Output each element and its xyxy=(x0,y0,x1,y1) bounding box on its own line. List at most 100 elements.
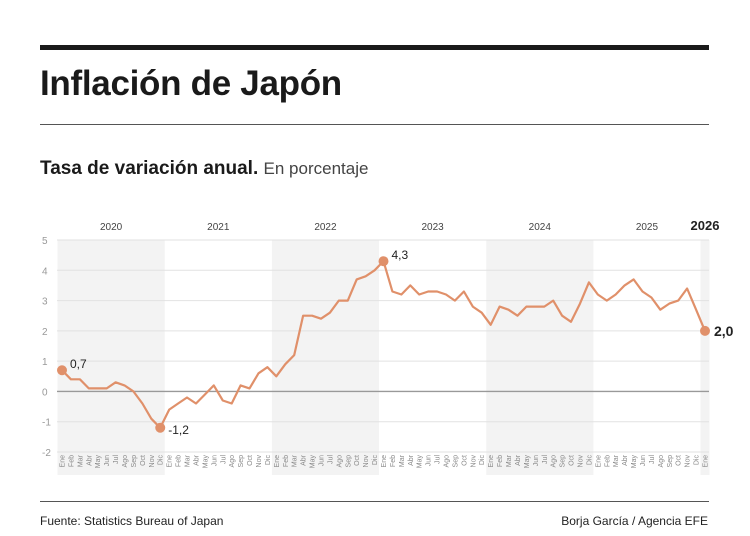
month-tick-label: Jul xyxy=(435,455,442,464)
subtitle-main: Tasa de variación anual. xyxy=(40,158,259,179)
month-tick-label: Ene xyxy=(60,455,67,468)
month-tick-label: Ago xyxy=(336,455,343,468)
year-label: 2024 xyxy=(529,222,552,233)
year-band xyxy=(700,240,710,475)
month-tick-label: May xyxy=(631,455,638,469)
month-tick-label: Abr xyxy=(622,454,629,466)
month-tick-label: Ene xyxy=(595,455,602,468)
month-tick-label: Abr xyxy=(193,454,200,466)
month-tick-label: May xyxy=(310,455,317,469)
month-tick-label: Feb xyxy=(604,455,611,467)
month-tick-label: May xyxy=(417,455,424,469)
month-tick-label: Abr xyxy=(408,454,415,466)
month-tick-label: Mar xyxy=(77,454,84,467)
month-tick-label: Sep xyxy=(345,455,352,468)
month-tick-label: May xyxy=(202,455,209,469)
month-tick-label: Sep xyxy=(667,455,674,468)
month-tick-label: Jun xyxy=(426,455,433,466)
month-tick-label: Ago xyxy=(229,455,236,468)
month-tick-label: Dic xyxy=(158,455,165,466)
month-tick-label: Oct xyxy=(247,455,254,466)
month-tick-label: Feb xyxy=(283,455,290,467)
highlight-point xyxy=(155,422,166,433)
month-tick-label: Mar xyxy=(613,454,620,467)
month-tick-label: Ene xyxy=(488,455,495,468)
month-tick-label: Ago xyxy=(444,455,451,468)
line-chart: 2020 2021 2022 2023 2024 2025 2026 5 4 3 2 1 0 -1 -2 En… xyxy=(42,218,734,475)
month-tick-label: Ago xyxy=(122,455,129,468)
month-tick-label: Feb xyxy=(497,455,504,467)
year-label: 2022 xyxy=(314,222,337,233)
year-band xyxy=(57,240,165,475)
month-tick-label: Jul xyxy=(542,455,549,464)
month-tick-label: Abr xyxy=(515,454,522,466)
y-tick-label: 2 xyxy=(42,327,48,338)
month-tick-label: Nov xyxy=(363,455,370,468)
subtitle-unit: En porcentaje xyxy=(263,159,369,178)
y-tick-label: 0 xyxy=(42,387,48,398)
month-tick-label: Ene xyxy=(381,455,388,468)
month-tick-label: Oct xyxy=(461,455,468,466)
month-tick-label: Jun xyxy=(211,455,218,466)
y-tick-label: 1 xyxy=(42,357,48,368)
month-tick-label: Abr xyxy=(301,454,308,466)
month-tick-label: Sep xyxy=(131,455,138,468)
month-tick-label: Oct xyxy=(676,455,683,466)
month-tick-label: Jul xyxy=(220,455,227,464)
subtitle: Tasa de variación anual. En porcentaje xyxy=(40,158,368,180)
year-band xyxy=(271,240,380,475)
month-tick-label: Dic xyxy=(586,455,593,466)
month-tick-label: Nov xyxy=(577,455,584,468)
month-tick-label: Sep xyxy=(452,455,459,468)
credit-note: Borja García / Agencia EFE xyxy=(561,514,708,528)
month-tick-label: May xyxy=(524,455,531,469)
month-tick-label: Jun xyxy=(640,455,647,466)
month-tick-label: Nov xyxy=(256,455,263,468)
month-tick-label: Nov xyxy=(685,455,692,468)
month-tick-label: Ago xyxy=(658,455,665,468)
month-tick-label: Mar xyxy=(399,454,406,467)
month-tick-label: Jul xyxy=(327,455,334,464)
month-tick-label: Nov xyxy=(149,455,156,468)
month-tick-label: Jun xyxy=(318,455,325,466)
year-label: 2023 xyxy=(421,222,444,233)
divider xyxy=(40,124,709,125)
month-tick-label: Ene xyxy=(274,455,281,468)
month-tick-label: Jun xyxy=(533,455,540,466)
month-tick-label: Sep xyxy=(238,455,245,468)
year-label: 2025 xyxy=(636,222,659,233)
y-tick-label: 5 xyxy=(42,236,48,247)
y-tick-label: -2 xyxy=(42,448,51,459)
month-tick-label: Mar xyxy=(292,454,299,467)
month-tick-label: Mar xyxy=(185,454,192,467)
month-tick-label: Oct xyxy=(140,455,147,466)
month-tick-label: Jul xyxy=(113,455,120,464)
data-label: 0,7 xyxy=(70,357,87,371)
month-tick-label: Dic xyxy=(694,455,701,466)
year-label: 2026 xyxy=(691,218,720,233)
data-label: 2,0 xyxy=(714,323,734,339)
month-tick-label: Feb xyxy=(390,455,397,467)
source-note: Fuente: Statistics Bureau of Japan xyxy=(40,514,224,528)
month-tick-label: Ago xyxy=(551,455,558,468)
top-bar xyxy=(40,45,709,50)
data-label: 4,3 xyxy=(392,248,409,262)
y-tick-label: 3 xyxy=(42,297,48,308)
month-tick-label: Dic xyxy=(479,455,486,466)
year-band xyxy=(486,240,594,475)
y-tick-label: -1 xyxy=(42,418,51,429)
month-tick-label: Oct xyxy=(569,455,576,466)
month-tick-label: Ene xyxy=(703,455,710,468)
month-tick-label: Dic xyxy=(372,455,379,466)
month-tick-label: May xyxy=(95,455,102,469)
data-label: -1,2 xyxy=(168,423,189,437)
page-title: Inflación de Japón xyxy=(40,64,342,103)
footer-divider xyxy=(40,501,709,502)
year-label: 2020 xyxy=(100,222,123,233)
month-tick-label: Ene xyxy=(167,455,174,468)
month-tick-label: Jul xyxy=(649,455,656,464)
month-tick-label: Mar xyxy=(506,454,513,467)
month-tick-label: Jun xyxy=(104,455,111,466)
month-tick-label: Oct xyxy=(354,455,361,466)
